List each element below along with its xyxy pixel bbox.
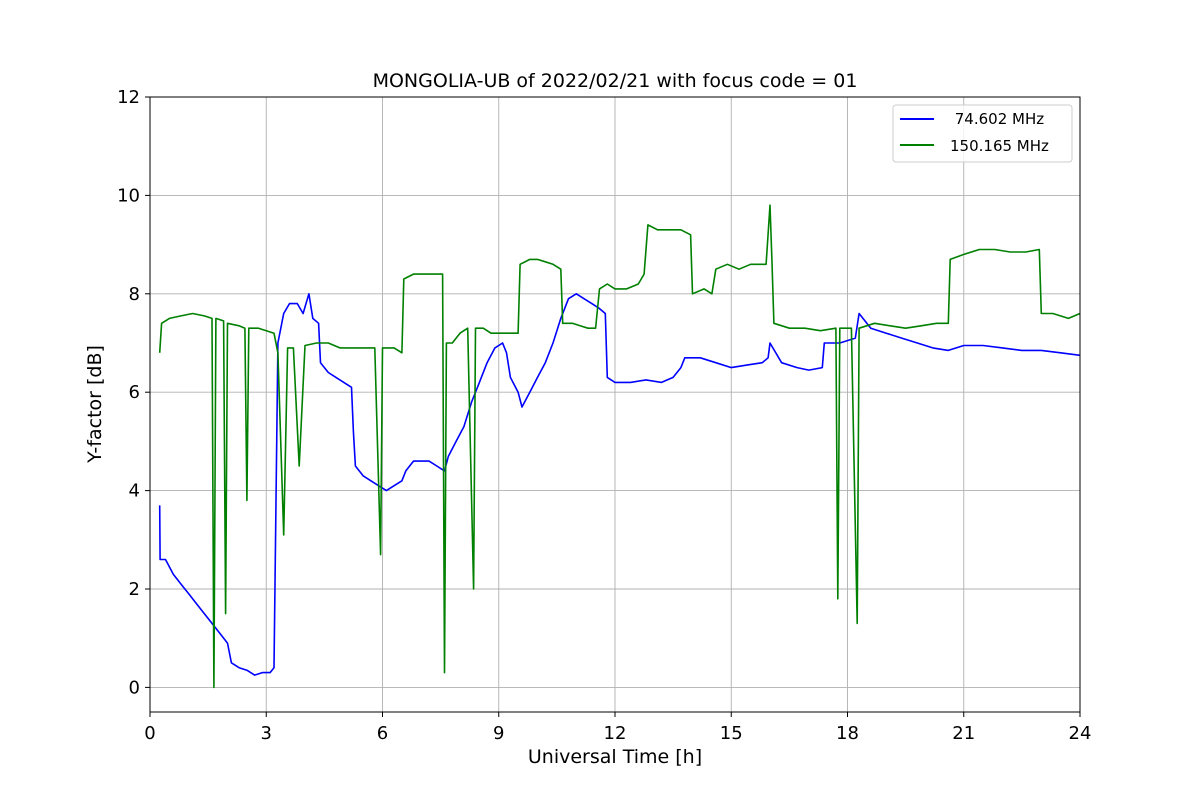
y-axis-label: Y-factor [dB]: [84, 345, 106, 464]
y-tick-label: 2: [129, 579, 140, 600]
legend-box: [892, 104, 1073, 163]
x-tick-label: 18: [836, 723, 859, 744]
x-tick-label: 12: [604, 723, 627, 744]
x-tick-label: 9: [493, 723, 504, 744]
x-axis-label: Universal Time [h]: [528, 746, 702, 768]
y-tick-label: 12: [117, 87, 140, 108]
x-tick-label: 0: [144, 723, 155, 744]
y-tick-label: 6: [129, 382, 140, 403]
x-tick-label: 6: [377, 723, 388, 744]
y-tick-label: 0: [129, 677, 140, 698]
legend-label-150mhz: 150.165 MHz: [950, 137, 1049, 155]
y-tick-label: 10: [117, 185, 140, 206]
legend-label-74mhz: 74.602 MHz: [950, 110, 1044, 128]
y-tick-label: 4: [129, 481, 140, 502]
series-layer: [158, 204, 1081, 689]
x-tick-label: 15: [720, 723, 743, 744]
legend: 74.602 MHz 150.165 MHz: [892, 104, 1073, 163]
x-tick-label: 21: [952, 723, 975, 744]
y-tick-label: 8: [129, 284, 140, 305]
chart-title: MONGOLIA-UB of 2022/02/21 with focus cod…: [373, 70, 858, 92]
series-line-74mhz: [158, 293, 1081, 676]
x-tick-label: 24: [1069, 723, 1092, 744]
series-line-150mhz: [158, 204, 1081, 689]
x-tick-label: 3: [261, 723, 272, 744]
